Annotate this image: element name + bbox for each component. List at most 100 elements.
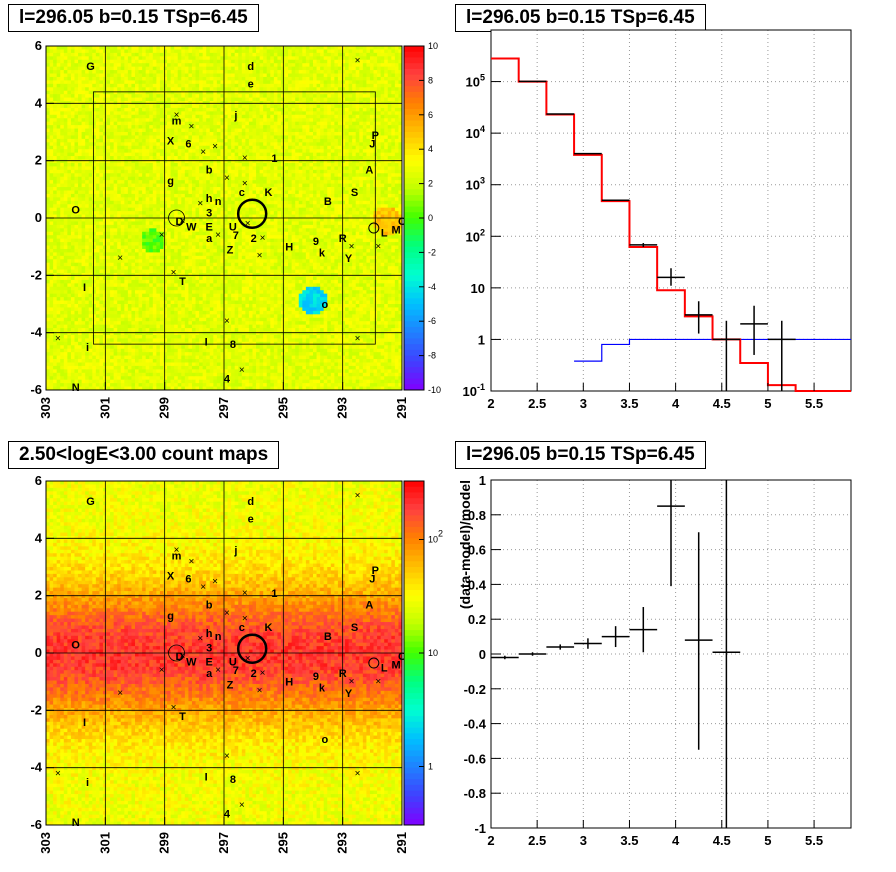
tl-pixel	[330, 138, 335, 143]
tl-pixel	[60, 138, 65, 143]
tl-pixel	[384, 121, 389, 126]
tl-pixel	[238, 87, 243, 92]
tl-pixel	[63, 183, 68, 188]
tl-pixel	[167, 107, 171, 112]
tl-pixel	[127, 83, 132, 88]
tl-pixel	[288, 80, 293, 85]
tl-pixel	[394, 83, 399, 88]
tl-pixel	[149, 73, 154, 78]
tl-pixel	[238, 169, 243, 174]
tl-pixel	[199, 49, 204, 54]
tl-pixel	[334, 145, 339, 150]
tl-pixel	[291, 70, 296, 74]
tl-pixel	[46, 211, 50, 215]
tl-pixel	[245, 76, 250, 81]
tl-pixel	[316, 156, 321, 160]
tl-pixel	[220, 118, 225, 123]
tl-pixel	[60, 56, 65, 61]
tl-pixel	[46, 111, 50, 116]
tl-pixel	[135, 180, 139, 184]
tl-pixel	[120, 87, 125, 92]
tl-pixel	[369, 125, 374, 129]
tl-pixel	[330, 180, 335, 184]
tl-pixel	[145, 156, 150, 160]
tl-pixel	[355, 211, 360, 215]
tl-pixel	[337, 180, 342, 184]
tl-pixel	[209, 73, 214, 78]
tl-pixel	[330, 56, 335, 61]
tl-pixel	[56, 87, 61, 92]
tl-pixel	[56, 162, 61, 167]
tl-pixel	[359, 166, 364, 171]
tl-pixel	[142, 166, 147, 171]
tl-pixel	[238, 56, 243, 61]
tl-pixel	[263, 156, 268, 160]
tl-pixel	[227, 114, 232, 119]
tl-pixel	[273, 59, 278, 64]
tl-pixel	[313, 56, 317, 61]
tl-pixel	[266, 94, 271, 98]
tl-pixel	[195, 52, 200, 57]
tl-pixel	[227, 104, 232, 109]
tl-pixel	[70, 180, 75, 184]
tl-pixel	[78, 104, 82, 109]
tl-pixel	[334, 46, 339, 50]
tl-pixel	[149, 118, 154, 123]
tl-pixel	[156, 73, 161, 78]
tl-pixel	[277, 104, 282, 109]
tl-pixel	[85, 138, 90, 143]
tl-pixel	[209, 83, 214, 88]
tl-pixel	[99, 193, 104, 198]
tl-pixel	[256, 173, 260, 178]
tl-pixel	[263, 118, 268, 123]
tl-pixel	[320, 80, 325, 85]
tl-pixel	[95, 149, 100, 154]
tl-pixel	[256, 193, 260, 198]
tl-pixel	[362, 128, 367, 133]
tl-pixel	[270, 173, 275, 178]
tl-pixel	[320, 145, 325, 150]
tl-pixel	[387, 156, 392, 160]
tl-pixel	[377, 169, 382, 174]
tl-pixel	[305, 156, 310, 160]
tl-pixel	[359, 159, 364, 164]
tl-pixel	[95, 152, 100, 157]
tl-pixel	[46, 97, 50, 102]
tl-pixel	[256, 204, 260, 209]
tl-pixel	[138, 176, 143, 181]
tl-pixel	[313, 52, 317, 57]
tl-pixel	[323, 73, 328, 78]
tl-pixel	[345, 70, 349, 74]
tl-pixel	[167, 114, 171, 119]
tl-pixel	[152, 197, 157, 202]
tl-pixel	[295, 176, 300, 181]
tl-pixel	[106, 204, 111, 209]
tl-pixel	[99, 111, 104, 116]
tl-pixel	[295, 63, 300, 68]
tl-pixel	[135, 173, 139, 178]
tl-pixel	[49, 94, 54, 98]
tl-pixel	[199, 80, 204, 85]
tl-pixel	[117, 187, 122, 191]
tl-pixel	[387, 104, 392, 109]
tl-pixel	[387, 211, 392, 215]
tl-pixel	[323, 128, 328, 133]
tl-pixel	[195, 70, 200, 74]
tl-pixel	[159, 63, 164, 68]
tl-pixel	[359, 107, 364, 112]
tl-pixel	[53, 176, 58, 181]
tl-pixel	[252, 169, 257, 174]
tl-pixel	[263, 111, 268, 116]
tl-pixel	[394, 207, 399, 212]
tl-pixel	[359, 118, 364, 123]
tl-pixel	[391, 97, 396, 102]
tl-pixel	[135, 197, 139, 202]
tl-pixel	[266, 200, 271, 205]
tl-pixel	[277, 76, 282, 81]
tl-pixel	[345, 162, 349, 167]
tl-pixel	[369, 197, 374, 202]
tl-pixel	[313, 46, 317, 50]
tl-pixel	[156, 166, 161, 171]
tl-pixel	[135, 76, 139, 81]
tl-pixel	[320, 162, 325, 167]
